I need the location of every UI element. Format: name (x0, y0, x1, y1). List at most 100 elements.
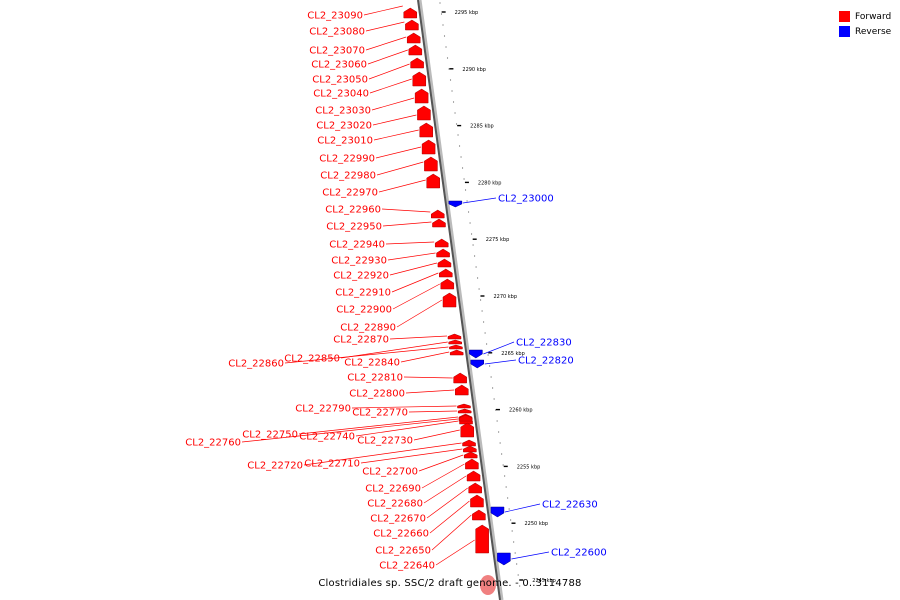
gene-cl2-22810[interactable] (453, 372, 467, 384)
gene-cl2-22600[interactable] (497, 552, 511, 566)
gene-label-cl2-22940[interactable]: CL2_22940 (329, 240, 385, 251)
gene-label-cl2-22910[interactable]: CL2_22910 (335, 288, 391, 299)
gene-cl2-22930[interactable] (436, 248, 450, 258)
gene-cl2-23000[interactable] (448, 200, 463, 208)
gene-label-cl2-22960[interactable]: CL2_22960 (325, 205, 381, 216)
gene-cl2-23040[interactable] (412, 71, 427, 87)
gene-cl2-22730[interactable] (460, 422, 475, 438)
gene-cl2-22710[interactable] (463, 445, 477, 453)
gene-cl2-22760[interactable] (458, 414, 473, 422)
gene-cl2-23070[interactable] (406, 32, 421, 44)
gene-label-cl2-23060[interactable]: CL2_23060 (311, 60, 367, 71)
gene-label-cl2-22810[interactable]: CL2_22810 (347, 373, 403, 384)
gene-label-cl2-23070[interactable]: CL2_23070 (309, 46, 365, 57)
gene-cl2-22910[interactable] (439, 268, 453, 278)
gene-cl2-22660[interactable] (470, 494, 484, 508)
gene-cl2-22800[interactable] (455, 384, 469, 396)
gene-cl2-22670[interactable] (468, 482, 482, 494)
gene-label-cl2-22990[interactable]: CL2_22990 (319, 154, 375, 165)
gene-cl2-22830[interactable] (469, 349, 483, 359)
gene-label-cl2-22710[interactable]: CL2_22710 (304, 459, 360, 470)
gene-cl2-23060[interactable] (408, 44, 423, 56)
gene-label-cl2-22870[interactable]: CL2_22870 (333, 335, 389, 346)
gene-label-cl2-23030[interactable]: CL2_23030 (315, 106, 371, 117)
gene-cl2-22650[interactable] (472, 509, 486, 521)
gene-cl2-22680[interactable] (466, 470, 481, 482)
ruler-tick-label: 2275 kbp (486, 237, 510, 243)
gene-label-cl2-22850[interactable]: CL2_22850 (284, 354, 340, 365)
ruler-dot (513, 541, 515, 543)
ruler-dot (507, 497, 509, 499)
gene-label-cl2-22980[interactable]: CL2_22980 (320, 171, 376, 182)
gene-label-cl2-22830[interactable]: CL2_22830 (516, 338, 572, 349)
ruler-dot (486, 343, 488, 345)
gene-label-cl2-23050[interactable]: CL2_23050 (312, 75, 368, 86)
gene-cl2-22990[interactable] (421, 139, 436, 155)
gene-cl2-23080[interactable] (405, 19, 419, 31)
gene-cl2-22870[interactable] (447, 333, 462, 340)
gene-cl2-23020[interactable] (417, 105, 431, 121)
gene-label-cl2-22630[interactable]: CL2_22630 (542, 500, 598, 511)
gene-cl2-22890[interactable] (442, 292, 457, 308)
gene-label-cl2-22900[interactable]: CL2_22900 (336, 305, 392, 316)
gene-label-cl2-22920[interactable]: CL2_22920 (333, 271, 389, 282)
gene-label-cl2-22820[interactable]: CL2_22820 (518, 356, 574, 367)
gene-label-cl2-22700[interactable]: CL2_22700 (362, 467, 418, 478)
gene-cl2-22950[interactable] (432, 218, 446, 228)
gene-cl2-22840[interactable] (449, 349, 464, 356)
gene-label-cl2-22950[interactable]: CL2_22950 (326, 222, 382, 233)
gene-label-cl2-23080[interactable]: CL2_23080 (309, 27, 365, 38)
gene-label-cl2-22760[interactable]: CL2_22760 (185, 438, 241, 449)
gene-label-cl2-22770[interactable]: CL2_22770 (352, 408, 408, 419)
gene-label-cl2-22740[interactable]: CL2_22740 (299, 432, 355, 443)
gene-label-cl2-23000[interactable]: CL2_23000 (498, 194, 554, 205)
gene-label-cl2-22840[interactable]: CL2_22840 (344, 358, 400, 369)
gene-cl2-22790[interactable] (457, 403, 471, 409)
gene-cl2-22920[interactable] (437, 258, 452, 268)
gene-cl2-23050[interactable] (410, 57, 424, 69)
gene-label-cl2-22680[interactable]: CL2_22680 (367, 499, 423, 510)
gene-label-cl2-23020[interactable]: CL2_23020 (316, 121, 372, 132)
gene-label-cl2-23010[interactable]: CL2_23010 (317, 136, 373, 147)
ruler-dot (517, 574, 519, 576)
gene-label-cl2-22690[interactable]: CL2_22690 (365, 484, 421, 495)
gene-cl2-22770[interactable] (457, 408, 472, 414)
gene-label-cl2-22890[interactable]: CL2_22890 (340, 323, 396, 334)
gene-label-cl2-23090[interactable]: CL2_23090 (307, 11, 363, 22)
gene-label-cl2-22730[interactable]: CL2_22730 (357, 436, 413, 447)
gene-label-cl2-22750[interactable]: CL2_22750 (242, 430, 298, 441)
gene-label-cl2-22790[interactable]: CL2_22790 (295, 404, 351, 415)
gene-leader-cl2-22700 (418, 454, 464, 472)
gene-cl2-22850[interactable] (448, 339, 462, 345)
gene-cl2-22860[interactable] (449, 344, 463, 350)
gene-cl2-22690[interactable] (465, 458, 479, 470)
gene-cl2-22900[interactable] (440, 278, 455, 290)
gene-label-cl2-22640[interactable]: CL2_22640 (379, 561, 435, 572)
gene-label-cl2-22600[interactable]: CL2_22600 (551, 548, 607, 559)
gene-label-cl2-22720[interactable]: CL2_22720 (247, 461, 303, 472)
gene-cl2-22640[interactable] (475, 524, 489, 554)
gene-label-cl2-22670[interactable]: CL2_22670 (370, 514, 426, 525)
gene-cl2-23030[interactable] (414, 88, 429, 104)
ruler-dot (481, 310, 483, 312)
gene-label-cl2-23040[interactable]: CL2_23040 (313, 89, 369, 100)
gene-cl2-23010[interactable] (419, 122, 434, 138)
gene-label-cl2-22660[interactable]: CL2_22660 (373, 529, 429, 540)
gene-cl2-22630[interactable] (490, 506, 505, 518)
gene-cl2-22720[interactable] (462, 439, 476, 447)
gene-cl2-22960[interactable] (430, 209, 445, 219)
gene-cl2-22940[interactable] (434, 238, 449, 248)
gene-cl2-22820[interactable] (470, 359, 484, 369)
reverse-swatch (839, 26, 850, 37)
ruler-dot (511, 530, 513, 532)
gene-label-cl2-22860[interactable]: CL2_22860 (228, 359, 284, 370)
gene-label-cl2-22970[interactable]: CL2_22970 (322, 188, 378, 199)
gene-label-cl2-22800[interactable]: CL2_22800 (349, 389, 405, 400)
gene-cl2-22970[interactable] (426, 173, 440, 189)
backbone-shadow (418, 0, 504, 600)
gene-cl2-22980[interactable] (424, 156, 438, 172)
gene-label-cl2-22930[interactable]: CL2_22930 (331, 256, 387, 267)
gene-cl2-22700[interactable] (463, 451, 478, 459)
gene-label-cl2-22650[interactable]: CL2_22650 (375, 546, 431, 557)
gene-cl2-23090[interactable] (403, 7, 418, 19)
